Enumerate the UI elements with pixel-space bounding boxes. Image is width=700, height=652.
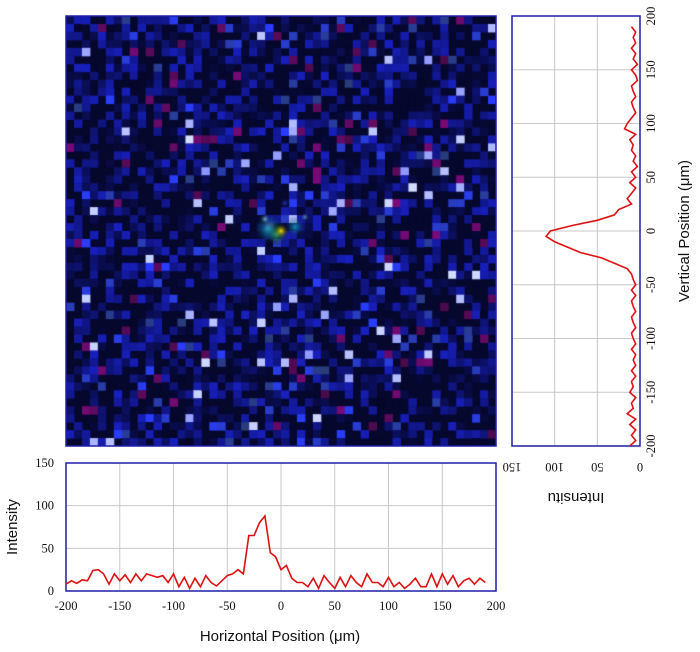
v-ytick-label: 200 <box>644 7 658 26</box>
v-ytick-label: -200 <box>644 435 658 458</box>
intensity-heatmap-canvas <box>66 16 496 446</box>
v-xtick-label: 100 <box>545 460 564 474</box>
vertical-profile-line <box>544 26 639 447</box>
vertical-profile-ylabel: Vertical Position (μm) <box>676 160 693 302</box>
v-ytick-label: -150 <box>644 381 658 404</box>
horizontal-profile-plot: -200 -150 -100 -50 0 50 100 150 200 0 50 100 150 Hor… <box>4 456 505 645</box>
h-xtick-label: 100 <box>379 599 398 613</box>
v-ytick-label: -100 <box>644 327 658 350</box>
h-xtick-label: -150 <box>108 599 131 613</box>
h-ytick-label: 50 <box>42 541 55 555</box>
h-ytick-label: 0 <box>48 584 54 598</box>
h-ytick-label: 100 <box>35 499 54 513</box>
horizontal-profile-xlabel: Horizontal Position (μm) <box>200 628 360 645</box>
v-xtick-label: 50 <box>591 460 604 474</box>
horizontal-profile-line <box>65 513 486 591</box>
h-ytick-label: 150 <box>35 456 54 470</box>
v-ytick-label: 0 <box>644 228 658 234</box>
h-xtick-label: 150 <box>433 599 452 613</box>
v-ytick-label: 50 <box>644 171 658 184</box>
v-ytick-label: -50 <box>644 276 658 293</box>
h-xtick-label: 50 <box>329 599 342 613</box>
horizontal-profile-ylabel: Intensity <box>4 499 21 555</box>
main-image-frame <box>65 15 497 447</box>
horizontal-profile-frame <box>65 462 497 592</box>
vertical-profile-frame <box>511 15 641 447</box>
v-xtick-label: 0 <box>637 460 643 474</box>
h-xtick-label: -200 <box>55 599 78 613</box>
v-ytick-label: 100 <box>644 114 658 133</box>
v-ytick-label: 150 <box>644 60 658 79</box>
h-xtick-label: 0 <box>278 599 284 613</box>
vertical-profile-xlabel: Intensitu <box>548 489 605 506</box>
h-xtick-label: -50 <box>219 599 236 613</box>
v-xtick-label: 150 <box>503 460 522 474</box>
h-xtick-label: -100 <box>162 599 185 613</box>
vertical-profile-plot: -200 -150 -100 -50 0 50 100 150 200 150 100 50 0 Ver… <box>503 7 693 506</box>
h-xtick-label: 200 <box>487 599 506 613</box>
intensity-image <box>66 16 496 446</box>
